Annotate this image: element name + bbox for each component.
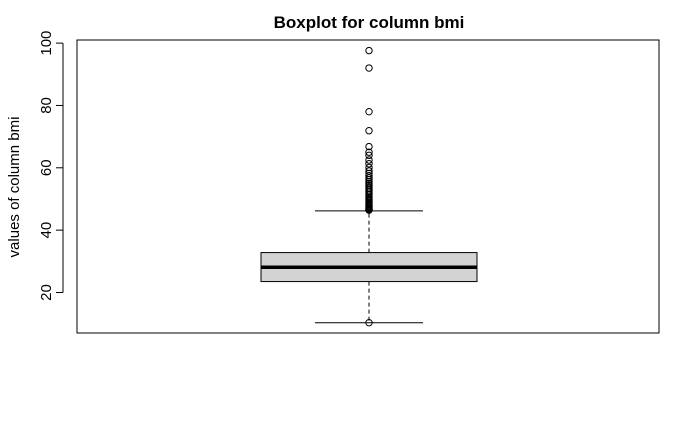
outlier-point	[365, 107, 373, 116]
y-tick-label: 40	[38, 222, 55, 239]
boxplot-body	[260, 210, 478, 324]
outlier-point	[365, 156, 373, 164]
outlier-point	[365, 167, 373, 175]
outlier-point	[365, 171, 373, 180]
y-axis: 20 40 60 80 100	[38, 31, 64, 301]
y-tick-label: 100	[38, 31, 55, 56]
outlier-point	[365, 127, 373, 135]
outlier-points	[365, 46, 373, 327]
outlier-point	[365, 179, 373, 188]
y-tick-label: 80	[38, 97, 55, 114]
y-tick-label: 20	[38, 284, 55, 301]
outlier-point	[365, 64, 373, 72]
plot-frame	[76, 39, 660, 334]
y-tick-label: 60	[38, 159, 55, 176]
outlier-point	[365, 46, 373, 55]
outlier-point	[365, 163, 373, 172]
outlier-point	[365, 181, 373, 189]
y-axis-label: values of column bmi	[6, 117, 23, 258]
outlier-point	[365, 319, 373, 327]
outlier-point	[365, 142, 373, 151]
outlier-point	[365, 151, 373, 160]
chart-title: Boxplot for column bmi	[274, 13, 465, 32]
outlier-point	[365, 160, 373, 168]
outlier-point	[365, 148, 373, 156]
